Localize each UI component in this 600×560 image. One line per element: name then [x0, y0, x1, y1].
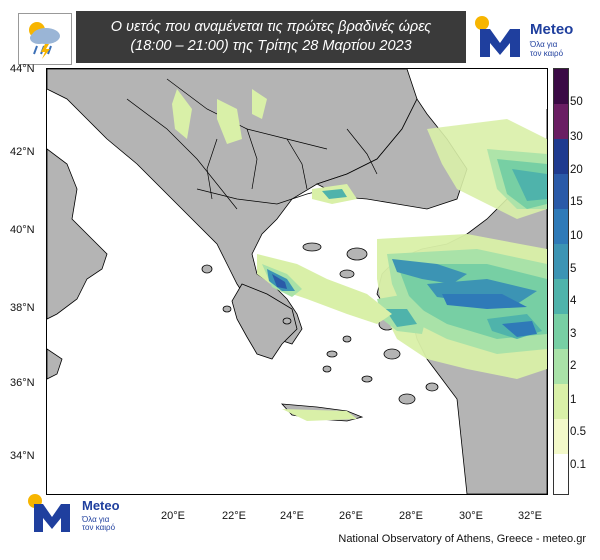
lat-label-40: 40°N: [10, 224, 35, 236]
title-line-1: Ο υετός που αναμένεται τις πρώτες βραδιν…: [110, 19, 432, 35]
colorbar-segment-3: [554, 314, 568, 349]
lat-label-34: 34°N: [10, 450, 35, 462]
brand-tagline-bottom-1: Όλα για: [82, 515, 110, 524]
colorbar-segment-1: [554, 384, 568, 419]
colorbar-label-2: 2: [570, 360, 577, 372]
colorbar-label-4: 4: [570, 295, 577, 307]
rain-cloud-sun-icon: [18, 13, 72, 65]
lon-label-22: 22°E: [222, 510, 246, 522]
lat-label-38: 38°N: [10, 302, 35, 314]
meteo-logo-top: Meteo Όλα για τον καιρό: [472, 13, 588, 63]
header: Ο υετός που αναμένεται τις πρώτες βραδιν…: [12, 11, 588, 65]
colorbar-label-30: 30: [570, 131, 583, 143]
colorbar-label-3: 3: [570, 328, 577, 340]
lon-label-28: 28°E: [399, 510, 423, 522]
colorbar-segment-15: [554, 174, 568, 209]
colorbar-segment-0-5: [554, 419, 568, 454]
meteo-m-logo-icon: [28, 494, 70, 532]
colorbar-label-0-5: 0.5: [570, 426, 586, 438]
title-line-2: (18:00 – 21:00) της Τρίτης 28 Μαρτίου 20…: [130, 38, 412, 54]
map-title: Ο υετός που αναμένεται τις πρώτες βραδιν…: [76, 11, 466, 63]
colorbar-label-50: 50: [570, 96, 583, 108]
footer-credit: National Observatory of Athens, Greece -…: [338, 533, 586, 545]
lon-label-26: 26°E: [339, 510, 363, 522]
colorbar-segment-2: [554, 349, 568, 384]
precipitation-areas: [172, 89, 547, 421]
lat-label-44: 44°N: [10, 63, 35, 75]
precipitation-map: [46, 68, 548, 495]
colorbar-segment-50: [554, 69, 568, 104]
colorbar-segment-0-1: [554, 454, 568, 494]
precipitation-colorbar: [553, 68, 569, 495]
colorbar-segment-4: [554, 279, 568, 314]
colorbar-label-15: 15: [570, 196, 583, 208]
map-canvas: [47, 69, 547, 494]
colorbar-segment-5: [554, 244, 568, 279]
brand-name-bottom: Meteo: [82, 498, 120, 513]
colorbar-label-0-1: 0.1: [570, 459, 586, 471]
colorbar-segment-30: [554, 104, 568, 139]
meteo-logo-bottom: Meteo Όλα για τον καιρό: [26, 492, 146, 536]
lon-label-30: 30°E: [459, 510, 483, 522]
lat-label-42: 42°N: [10, 146, 35, 158]
meteo-m-logo-icon: [475, 16, 520, 57]
lon-label-24: 24°E: [280, 510, 304, 522]
colorbar-segment-20: [554, 139, 568, 174]
brand-tagline-bottom-2: τον καιρό: [82, 523, 116, 532]
colorbar-segment-10: [554, 209, 568, 244]
colorbar-label-5: 5: [570, 263, 577, 275]
brand-tagline-2: τον καιρό: [530, 49, 564, 58]
lon-label-32: 32°E: [518, 510, 542, 522]
colorbar-label-20: 20: [570, 164, 583, 176]
lat-label-36: 36°N: [10, 377, 35, 389]
colorbar-label-1: 1: [570, 394, 577, 406]
colorbar-label-10: 10: [570, 230, 583, 242]
lon-label-20: 20°E: [161, 510, 185, 522]
brand-tagline-1: Όλα για: [530, 40, 558, 49]
brand-name: Meteo: [530, 21, 574, 38]
